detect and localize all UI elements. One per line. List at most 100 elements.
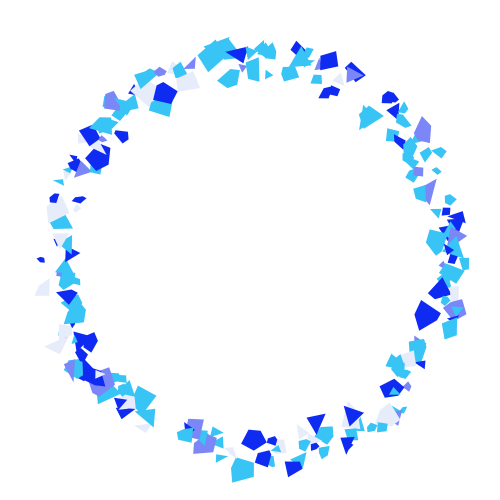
ring-fragment bbox=[346, 66, 364, 83]
ring-fragment bbox=[98, 135, 108, 143]
ring-fragment bbox=[153, 82, 178, 104]
ring-fragment bbox=[153, 66, 167, 77]
ring-fragment bbox=[254, 450, 272, 468]
ring-fragment bbox=[55, 258, 74, 274]
ring-fragment bbox=[183, 56, 196, 69]
ring-fragment bbox=[444, 194, 457, 206]
ring-fragment bbox=[393, 134, 406, 150]
ring-fragment bbox=[238, 63, 248, 73]
ring-fragment bbox=[377, 422, 388, 433]
ring-fragment bbox=[358, 105, 384, 129]
ring-fragment bbox=[451, 306, 464, 317]
ring-fragment bbox=[56, 289, 78, 305]
ring-fragment bbox=[318, 86, 334, 99]
ring-fragment bbox=[245, 46, 258, 60]
ring-fragment bbox=[281, 66, 300, 82]
ring-fragment bbox=[210, 436, 224, 449]
ring-fragment bbox=[397, 101, 409, 114]
ring-fragment bbox=[36, 256, 45, 263]
ring-fragment bbox=[306, 433, 323, 446]
ring-fragment bbox=[314, 426, 334, 445]
ring-fragment bbox=[391, 362, 405, 377]
ring-fragment bbox=[34, 278, 50, 296]
ring-fragment bbox=[60, 294, 83, 316]
ring-fragment bbox=[386, 102, 400, 121]
ring-fragment bbox=[176, 427, 194, 443]
ring-fragment bbox=[134, 408, 156, 428]
ring-fragment bbox=[386, 92, 399, 103]
ring-fragment bbox=[89, 117, 112, 135]
ring-fragment bbox=[449, 286, 459, 303]
ring-fragment bbox=[303, 59, 316, 68]
ring-fragment bbox=[459, 257, 470, 271]
ring-fragment bbox=[343, 439, 354, 453]
ring-fragment bbox=[231, 457, 254, 483]
ring-fragment bbox=[114, 130, 129, 144]
ring-fragment bbox=[441, 317, 458, 340]
ring-fragment bbox=[44, 334, 70, 355]
ring-fragment bbox=[318, 445, 330, 460]
ring-fragment bbox=[78, 124, 101, 147]
ring-fragment bbox=[73, 203, 82, 213]
ring-fragment bbox=[343, 405, 364, 427]
ring-fragment bbox=[104, 90, 121, 111]
ring-fragment bbox=[431, 147, 447, 159]
ring-fragment bbox=[402, 381, 412, 392]
ring-fragment bbox=[332, 72, 345, 87]
ring-fragment bbox=[49, 193, 60, 203]
ring-fragment bbox=[52, 179, 64, 186]
ring-fragment bbox=[298, 439, 311, 452]
ring-fragment bbox=[224, 447, 235, 457]
ring-fragment bbox=[389, 386, 401, 395]
ring-fragment bbox=[289, 452, 307, 468]
ring-fragment bbox=[58, 324, 73, 341]
ring-fragment bbox=[306, 413, 326, 435]
ring-fragment bbox=[266, 436, 278, 446]
ring-fragment bbox=[105, 117, 119, 129]
ring-fragment bbox=[284, 461, 303, 478]
ring-fragment bbox=[419, 147, 433, 163]
ring-fragment bbox=[403, 136, 418, 159]
ring-fragment bbox=[215, 454, 229, 463]
ring-fragment bbox=[405, 156, 420, 170]
ring-fragment bbox=[329, 85, 341, 97]
ring-fragment bbox=[75, 348, 88, 363]
ring-fragment bbox=[301, 47, 314, 58]
ring-fragment bbox=[379, 378, 405, 398]
ring-fragment bbox=[69, 154, 78, 164]
ring-fragment bbox=[130, 78, 161, 108]
ring-fragment bbox=[223, 49, 237, 60]
ring-fragment bbox=[310, 74, 322, 84]
ring-fragment bbox=[440, 295, 451, 306]
ring-fragment bbox=[264, 42, 277, 60]
ring-fragment bbox=[320, 51, 339, 71]
ring-fragment bbox=[130, 385, 157, 416]
ring-fragment bbox=[71, 334, 78, 344]
ring-fragment bbox=[416, 178, 437, 206]
ring-fragment bbox=[134, 423, 153, 433]
ring-fragment bbox=[344, 428, 359, 441]
ring-fragment bbox=[413, 166, 424, 177]
ring-fragment bbox=[443, 243, 455, 256]
ring-fragment bbox=[115, 407, 136, 420]
ring-fragment bbox=[245, 57, 260, 82]
ring-fragment bbox=[425, 229, 448, 256]
ring-fragment bbox=[73, 331, 92, 353]
ring-fragment bbox=[122, 94, 139, 112]
ring-fragment bbox=[413, 116, 432, 144]
ring-fragment bbox=[431, 167, 442, 175]
ring-fragment bbox=[217, 69, 240, 89]
ring-fragment bbox=[73, 160, 92, 178]
ring-fragment bbox=[296, 424, 310, 440]
ring-fragment bbox=[375, 402, 401, 427]
ring-fragment bbox=[367, 422, 378, 433]
ring-fragment bbox=[430, 208, 442, 219]
ring-fragment bbox=[85, 143, 111, 171]
ring-fragment bbox=[176, 71, 201, 92]
ring-fragment bbox=[270, 445, 282, 453]
ring-fragment bbox=[144, 68, 156, 78]
ring-fragment bbox=[57, 235, 73, 255]
ring-fragment bbox=[241, 429, 267, 451]
ring-fragment bbox=[95, 370, 106, 379]
ring-fragment bbox=[414, 300, 441, 331]
